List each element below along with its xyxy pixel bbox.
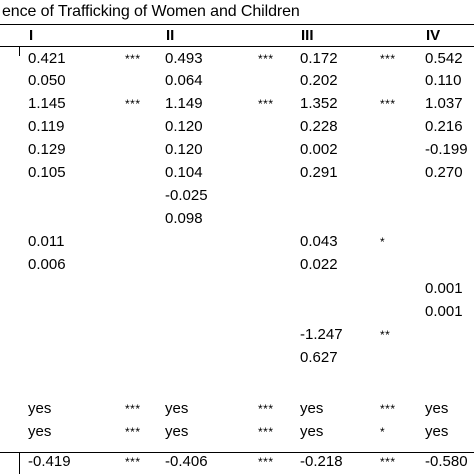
significance-stars: *** — [258, 402, 274, 416]
left-border-upper — [19, 46, 20, 56]
table-cell: 1.145 — [28, 95, 66, 112]
column-header-3: III — [301, 27, 314, 44]
table-cell: 0.064 — [165, 72, 203, 89]
table-cell: -0.406 — [165, 453, 208, 470]
table-cell: 0.129 — [28, 141, 66, 158]
table-cell: 0.119 — [28, 118, 65, 135]
table-cell: 0.270 — [425, 164, 463, 181]
table-cell: 0.228 — [300, 118, 338, 135]
table-cell: yes — [425, 400, 449, 417]
significance-stars: *** — [380, 402, 396, 416]
table-cell: 0.120 — [165, 118, 203, 135]
table-cell: yes — [165, 400, 189, 417]
table-cell: 0.542 — [425, 50, 463, 67]
table-cell: -0.419 — [28, 453, 71, 470]
significance-stars: *** — [380, 97, 396, 111]
table-cell: yes — [28, 423, 52, 440]
table-cell: 0.001 — [425, 280, 463, 297]
table-cell: 0.002 — [300, 141, 338, 158]
table-cell: yes — [425, 423, 449, 440]
table-cell: 0.216 — [425, 118, 463, 135]
table-cell: 0.001 — [425, 303, 463, 320]
significance-stars: *** — [258, 425, 274, 439]
table-cell: yes — [300, 400, 324, 417]
table-cell: 0.050 — [28, 72, 66, 89]
table-title: ence of Trafficking of Women and Childre… — [2, 3, 300, 20]
significance-stars: *** — [125, 455, 141, 469]
table-cell: -0.580 — [425, 453, 468, 470]
significance-stars: * — [380, 425, 386, 439]
table-cell: 0.627 — [300, 349, 338, 366]
table-cell: yes — [300, 423, 324, 440]
table-cell: 0.011 — [28, 233, 65, 250]
table-cell: 0.104 — [165, 164, 203, 181]
table-cell: 0.421 — [28, 50, 66, 67]
significance-stars: *** — [125, 52, 141, 66]
table-cell: 0.110 — [425, 72, 462, 89]
top-rule — [0, 24, 474, 25]
table-cell: -1.247 — [300, 326, 343, 343]
table-cell: 0.098 — [165, 210, 203, 227]
table-cell: 0.043 — [300, 233, 338, 250]
table-cell: 0.120 — [165, 141, 203, 158]
table-cell: 0.006 — [28, 256, 66, 273]
significance-stars: *** — [380, 455, 396, 469]
table-cell: 0.291 — [300, 164, 338, 181]
footer-rule — [0, 452, 474, 453]
column-header-2: II — [166, 27, 175, 44]
table-cell: 0.202 — [300, 72, 338, 89]
significance-stars: *** — [258, 52, 274, 66]
table-cell: 0.105 — [28, 164, 66, 181]
significance-stars: *** — [258, 455, 274, 469]
header-rule — [0, 46, 474, 47]
significance-stars: *** — [125, 425, 141, 439]
table-cell: -0.218 — [300, 453, 343, 470]
table-cell: -0.199 — [425, 141, 468, 158]
table-cell: 0.022 — [300, 256, 338, 273]
left-border-lower — [19, 453, 20, 474]
table-cell: 0.172 — [300, 50, 338, 67]
significance-stars: *** — [258, 97, 274, 111]
table-cell: -0.025 — [165, 187, 208, 204]
table-cell: 0.493 — [165, 50, 203, 67]
significance-stars: ** — [380, 328, 391, 342]
column-header-4: IV — [426, 27, 441, 44]
significance-stars: *** — [125, 402, 141, 416]
table-cell: yes — [165, 423, 189, 440]
table-cell: 1.149 — [165, 95, 203, 112]
column-header-1: I — [29, 27, 34, 44]
significance-stars: *** — [125, 97, 141, 111]
table-cell: yes — [28, 400, 52, 417]
significance-stars: * — [380, 235, 386, 249]
significance-stars: *** — [380, 52, 396, 66]
table-cell: 1.037 — [425, 95, 463, 112]
table-cell: 1.352 — [300, 95, 338, 112]
